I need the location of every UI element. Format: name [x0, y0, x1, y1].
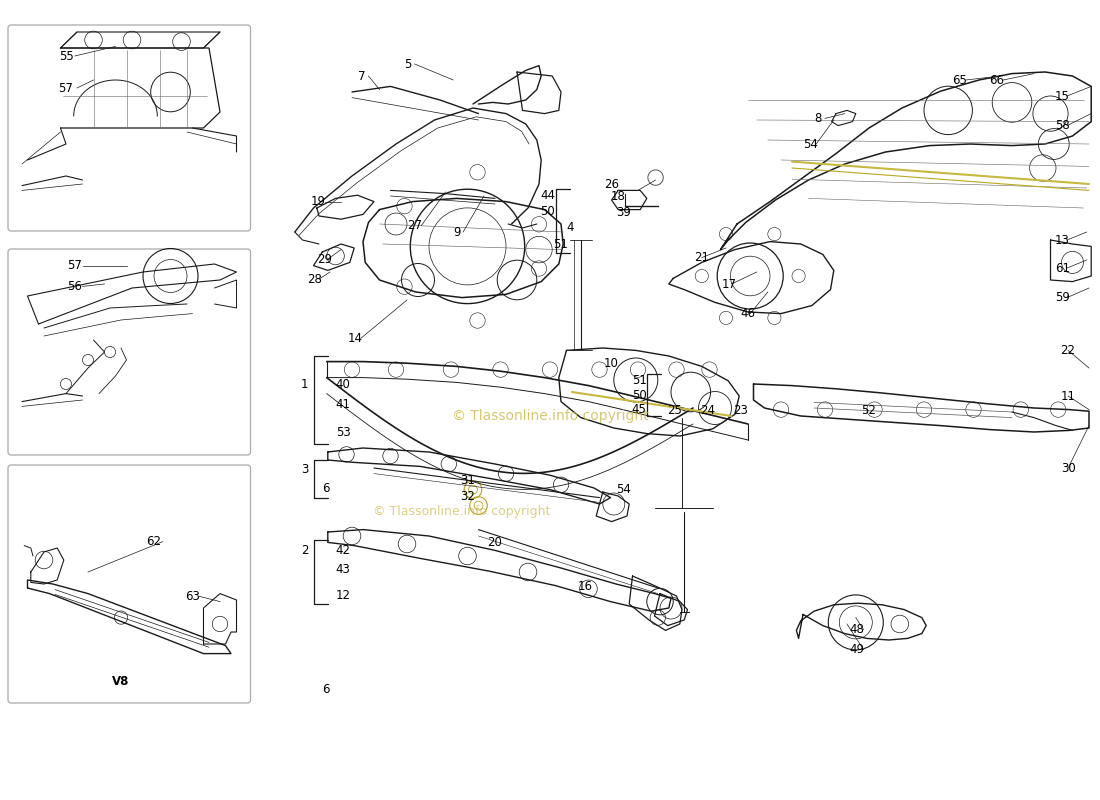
Text: 9: 9: [453, 226, 460, 238]
Text: 2: 2: [301, 544, 308, 557]
Text: 6: 6: [322, 683, 329, 696]
Text: 22: 22: [1060, 344, 1076, 357]
Text: 3: 3: [301, 463, 308, 476]
Text: 13: 13: [1055, 234, 1070, 246]
Text: 30: 30: [1060, 462, 1076, 474]
Text: 41: 41: [336, 398, 351, 411]
Text: 62: 62: [146, 535, 162, 548]
Text: 16: 16: [578, 580, 593, 593]
Text: V8: V8: [112, 675, 130, 688]
Text: 21: 21: [694, 251, 710, 264]
Text: 26: 26: [604, 178, 619, 190]
Text: 12: 12: [336, 589, 351, 602]
FancyBboxPatch shape: [8, 25, 251, 231]
Text: 56: 56: [67, 280, 82, 293]
Text: 6: 6: [322, 482, 329, 495]
Text: 61: 61: [1055, 262, 1070, 274]
Text: 8: 8: [815, 112, 822, 125]
Text: 51: 51: [553, 238, 569, 251]
Text: 24: 24: [700, 404, 715, 417]
Text: 54: 54: [803, 138, 818, 150]
Text: 54: 54: [616, 483, 631, 496]
Text: 23: 23: [733, 404, 748, 417]
FancyBboxPatch shape: [8, 465, 251, 703]
Text: © Tlassonline.info copyright: © Tlassonline.info copyright: [452, 409, 648, 423]
Text: 29: 29: [317, 253, 332, 266]
Text: 11: 11: [1060, 390, 1076, 402]
Text: 59: 59: [1055, 291, 1070, 304]
Text: 55: 55: [58, 50, 74, 62]
Text: 20: 20: [487, 536, 503, 549]
Text: 15: 15: [1055, 90, 1070, 102]
Text: 28: 28: [307, 273, 322, 286]
Text: 50: 50: [540, 205, 556, 218]
Text: 32: 32: [460, 490, 475, 502]
Text: 58: 58: [1055, 119, 1070, 132]
Text: 42: 42: [336, 544, 351, 557]
Text: 48: 48: [849, 623, 865, 636]
Text: 49: 49: [849, 643, 865, 656]
Text: 53: 53: [336, 426, 351, 438]
Text: 31: 31: [460, 474, 475, 486]
Text: 27: 27: [407, 219, 422, 232]
FancyBboxPatch shape: [8, 249, 251, 455]
Text: 66: 66: [989, 74, 1004, 86]
Text: 51: 51: [631, 374, 647, 387]
Text: 1: 1: [301, 378, 308, 390]
Text: 44: 44: [540, 189, 556, 202]
Text: 17: 17: [722, 278, 737, 290]
Text: 14: 14: [348, 332, 363, 345]
Text: 25: 25: [667, 404, 682, 417]
Text: 39: 39: [616, 206, 631, 218]
Text: 43: 43: [336, 563, 351, 576]
Text: 19: 19: [310, 195, 326, 208]
Text: 7: 7: [359, 70, 365, 82]
Text: 10: 10: [604, 358, 619, 370]
Text: 50: 50: [631, 389, 647, 402]
Text: 57: 57: [67, 259, 82, 272]
Text: 4: 4: [566, 221, 573, 234]
Text: 5: 5: [405, 58, 411, 70]
Text: 52: 52: [861, 404, 877, 417]
Text: 18: 18: [610, 190, 626, 202]
Text: 65: 65: [952, 74, 967, 86]
Text: © Tlassonline.info copyright: © Tlassonline.info copyright: [373, 506, 551, 518]
Text: 63: 63: [185, 590, 200, 602]
Text: 57: 57: [58, 82, 74, 94]
Text: 45: 45: [631, 403, 647, 416]
Text: 46: 46: [740, 307, 756, 320]
Text: 40: 40: [336, 378, 351, 390]
